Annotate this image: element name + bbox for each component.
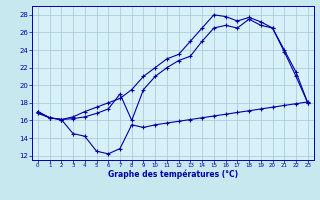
X-axis label: Graphe des températures (°C): Graphe des températures (°C) — [108, 170, 238, 179]
